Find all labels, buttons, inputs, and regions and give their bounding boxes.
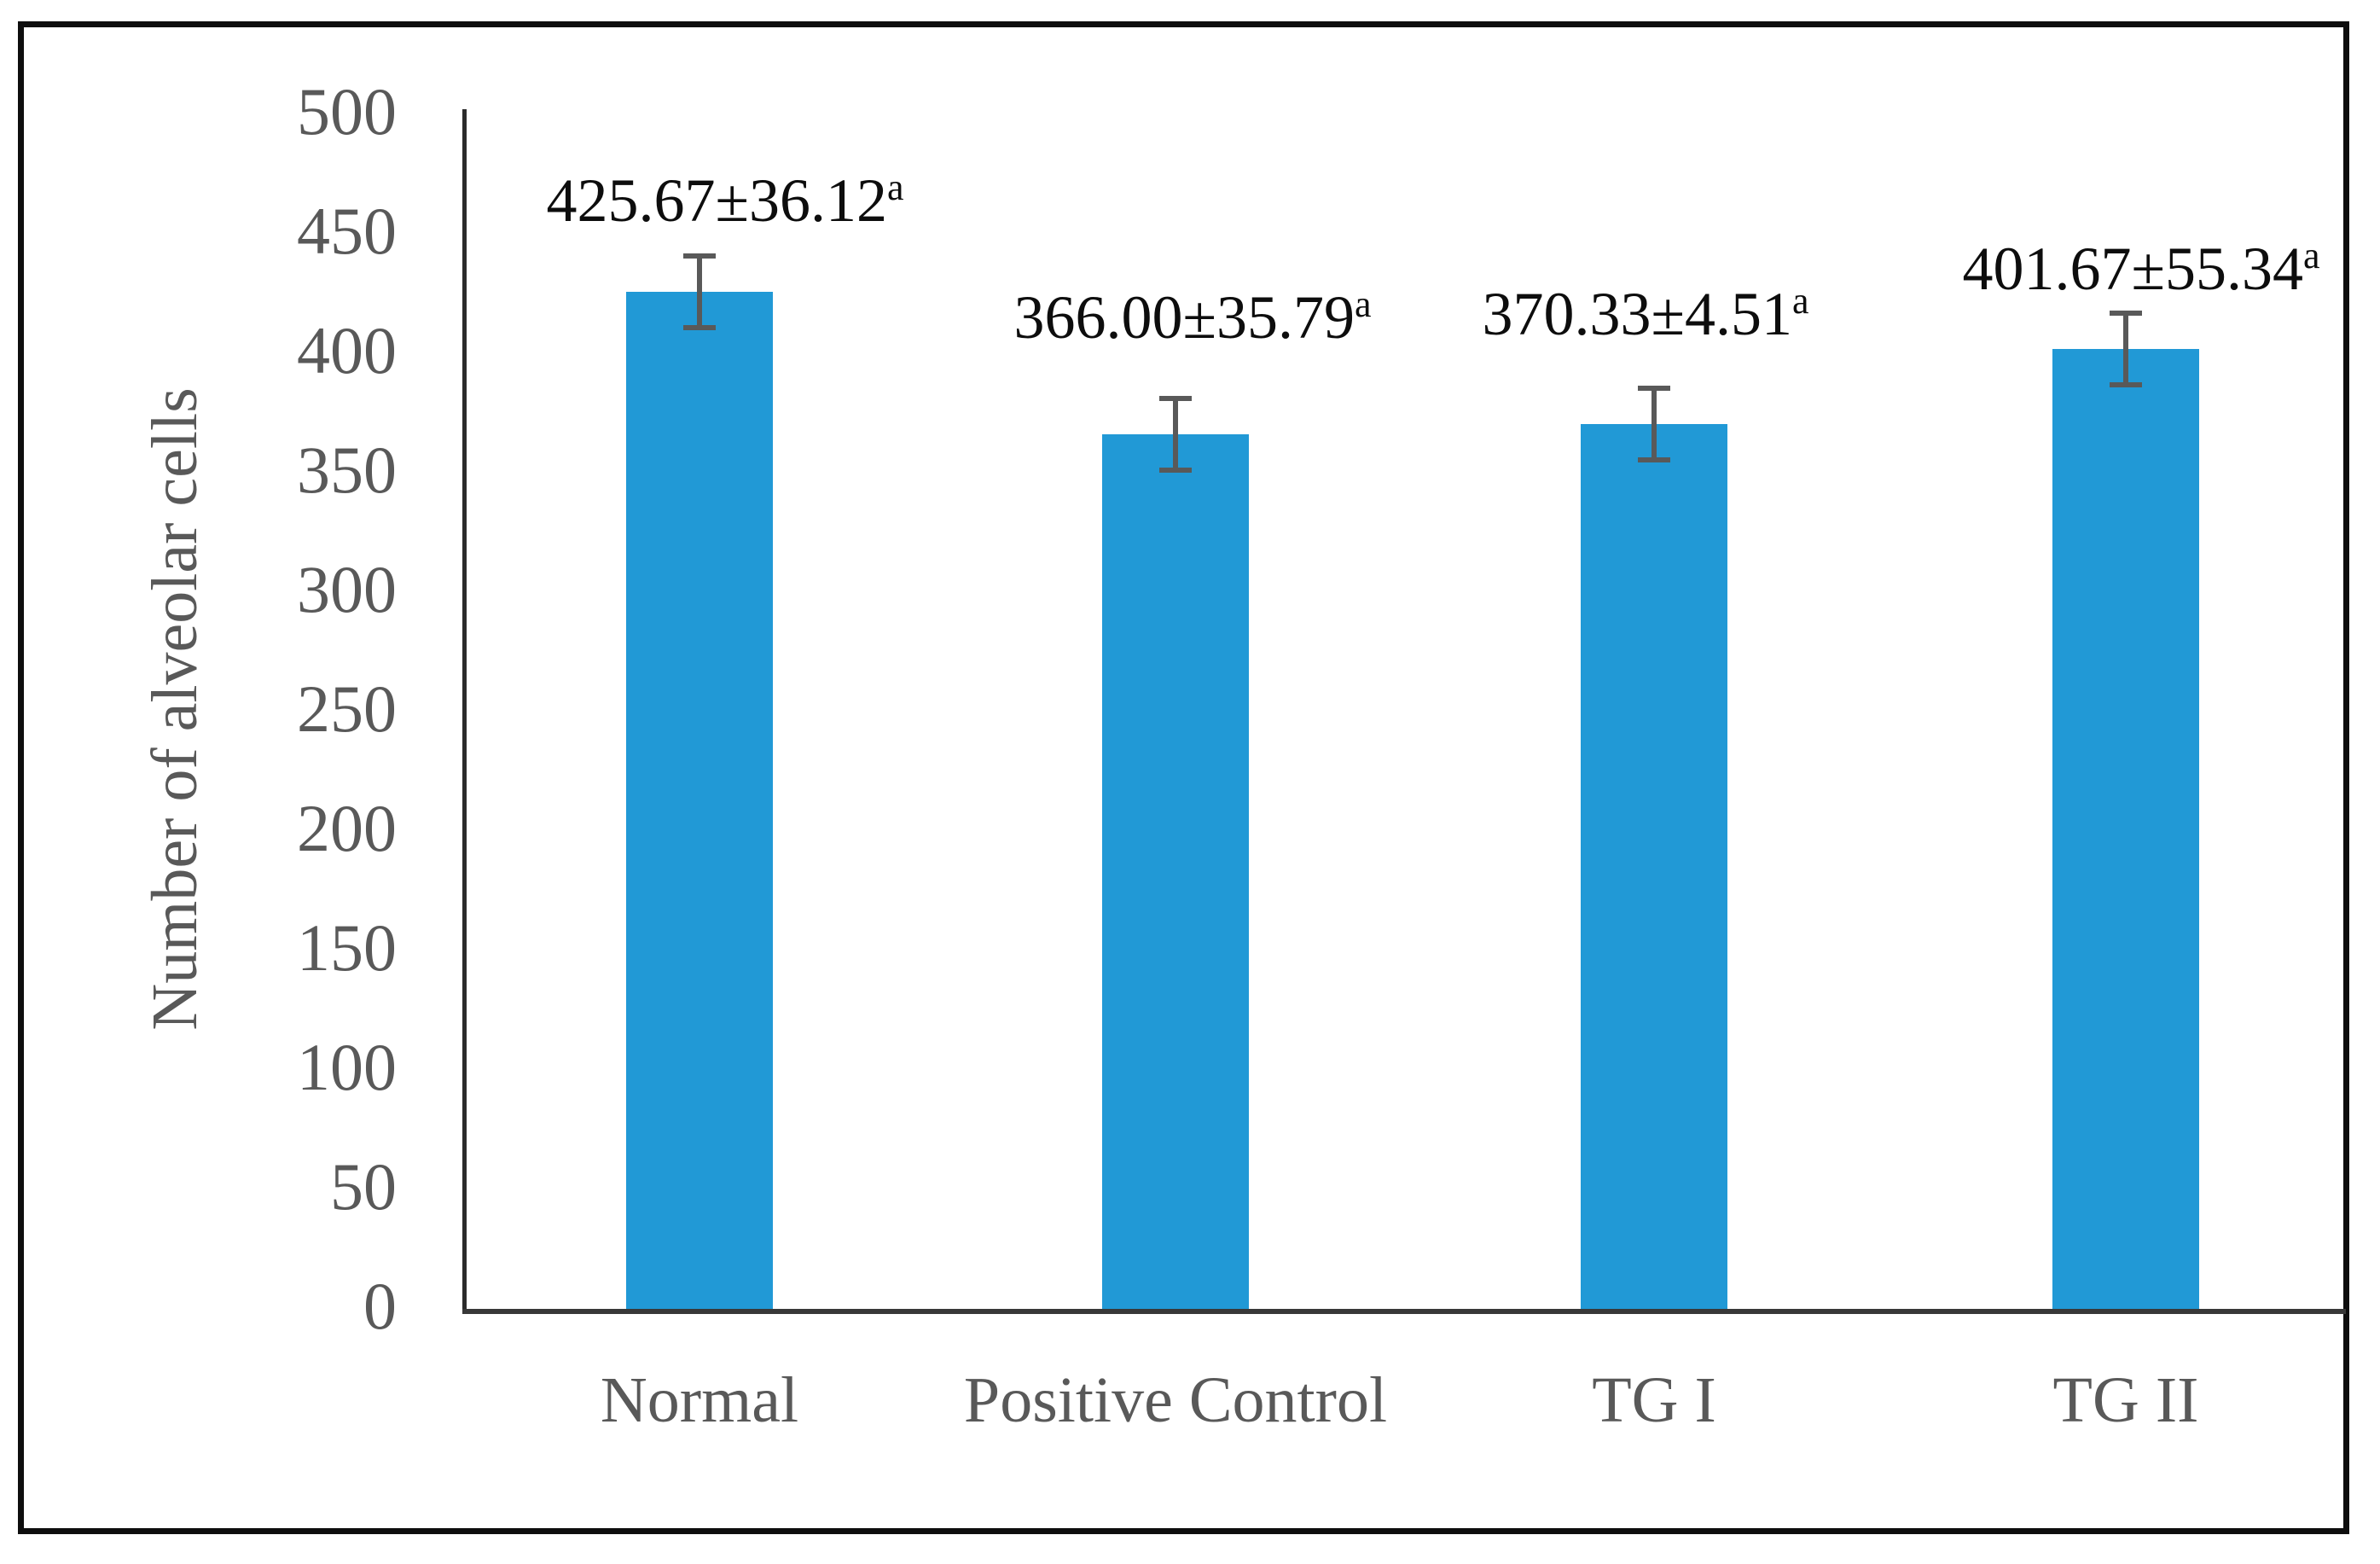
bar-value-label: 425.67±36.12a <box>546 169 903 232</box>
category-label-tg-i: TG I <box>1592 1364 1716 1436</box>
bar <box>1102 434 1249 1309</box>
y-tick-label: 450 <box>297 193 397 268</box>
bar-value-text: 366.00±35.79 <box>1013 283 1355 352</box>
bar-value-label: 366.00±35.79a <box>1013 286 1371 349</box>
x-axis-line <box>462 1309 2346 1314</box>
bar-value-label: 370.33±4.51a <box>1482 280 1809 348</box>
error-bar-cap-top <box>683 253 716 259</box>
bar <box>2052 349 2199 1309</box>
figure-border <box>18 21 2349 1534</box>
error-bar-cap-top <box>1159 396 1192 402</box>
bar <box>626 292 773 1309</box>
y-tick-label: 0 <box>363 1268 397 1343</box>
y-tick-label: 500 <box>297 73 397 148</box>
bar <box>1581 424 1727 1309</box>
bar-value-text: 425.67±36.12 <box>546 166 887 235</box>
significance-superscript: a <box>1791 280 1809 322</box>
bar-value-text: 401.67±55.34 <box>1962 235 2303 303</box>
y-tick-label: 300 <box>297 551 397 626</box>
y-tick-label: 350 <box>297 432 397 507</box>
error-bar-cap-bottom <box>683 325 716 331</box>
error-bar-cap-top <box>1638 386 1670 392</box>
error-bar-line <box>2123 313 2128 386</box>
y-tick-label: 100 <box>297 1029 397 1104</box>
significance-superscript: a <box>1354 283 1372 325</box>
category-label-positive-control: Positive Control <box>963 1364 1388 1436</box>
error-bar-cap-bottom <box>1159 468 1192 474</box>
y-axis-line <box>462 109 467 1313</box>
y-tick-label: 250 <box>297 671 397 746</box>
error-bar-line <box>697 256 702 328</box>
significance-superscript: a <box>2302 235 2320 276</box>
y-tick-label: 50 <box>330 1148 397 1224</box>
y-tick-label: 400 <box>297 312 397 387</box>
error-bar-cap-top <box>2110 311 2142 317</box>
error-bar-cap-bottom <box>2110 382 2142 388</box>
y-tick-label: 200 <box>297 790 397 865</box>
y-tick-label: 150 <box>297 910 397 985</box>
category-label-normal: Normal <box>600 1364 799 1436</box>
category-label-tg-ii: TG II <box>2052 1364 2199 1436</box>
error-bar-cap-bottom <box>1638 457 1670 463</box>
bar-value-text: 370.33±4.51 <box>1482 280 1792 348</box>
error-bar-line <box>1173 398 1178 471</box>
error-bar-line <box>1651 388 1657 461</box>
bar-value-label: 401.67±55.34a <box>1962 235 2320 300</box>
significance-superscript: a <box>886 166 904 208</box>
